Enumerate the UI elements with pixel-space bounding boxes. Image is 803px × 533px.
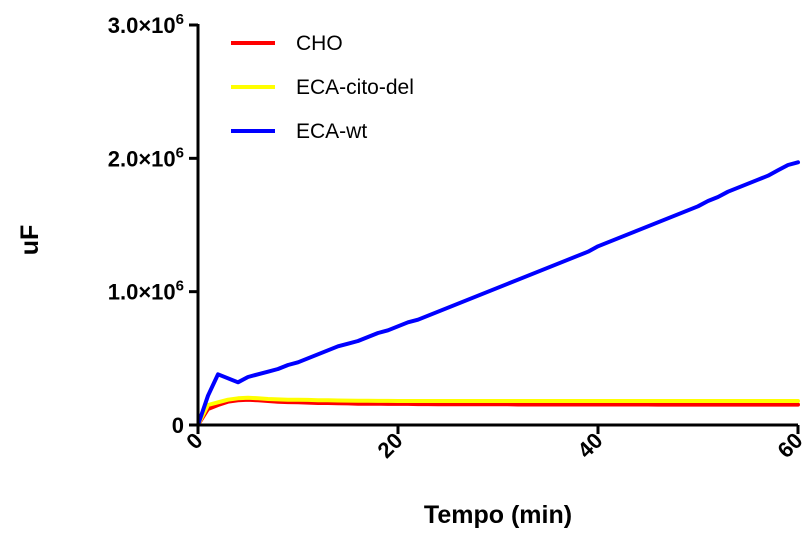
x-axis-title: Tempo (min) xyxy=(424,501,572,529)
x-tick-label: 0 xyxy=(181,428,207,454)
series-line-2 xyxy=(196,160,800,427)
y-tick-label: 2.0×106 xyxy=(108,144,184,171)
y-ticks: 0 1.0×106 2.0×106 3.0×106 xyxy=(108,11,198,438)
series-line-1 xyxy=(196,395,800,427)
legend-label: CHO xyxy=(296,32,343,55)
x-ticks: 0 20 40 60 xyxy=(181,425,803,463)
y-axis-title: uF xyxy=(16,225,44,256)
legend: CHO ECA-cito-del ECA-wt xyxy=(231,32,414,143)
x-tick-label: 20 xyxy=(373,428,408,463)
axes-layer xyxy=(196,24,798,427)
legend-label: ECA-wt xyxy=(296,120,367,143)
y-tick-label: 0 xyxy=(172,413,184,438)
x-tick-label: 40 xyxy=(573,428,608,463)
y-tick-label: 3.0×106 xyxy=(108,11,184,38)
series-layer xyxy=(196,160,800,427)
legend-label: ECA-cito-del xyxy=(296,76,414,99)
y-tick-label: 1.0×106 xyxy=(108,278,184,305)
series-line-0 xyxy=(196,397,800,427)
